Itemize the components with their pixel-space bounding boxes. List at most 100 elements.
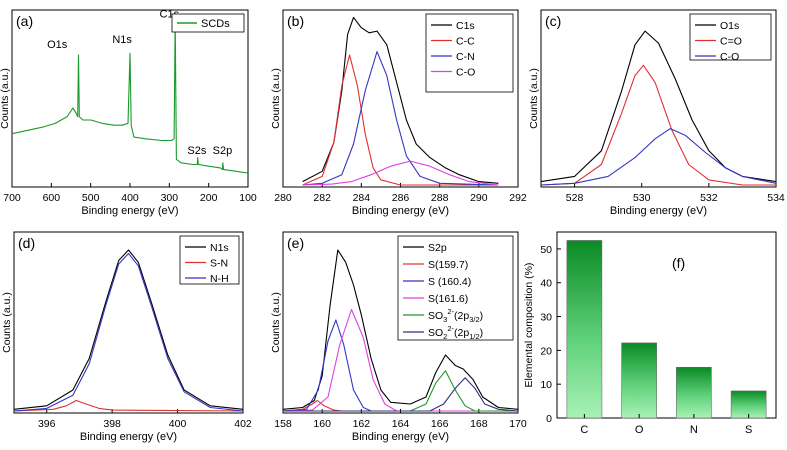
x-axis-label-d: Binding energy (eV) (80, 431, 177, 443)
y-axis-label-f: Elemental composition (%) (523, 263, 535, 388)
series-line-e-0 (282, 249, 519, 410)
panel-d: 396 398 400 402 Binding energy (eV) Counts (a… (1, 231, 252, 443)
peak-annotation-a-1: N1s (112, 34, 132, 46)
x-tick-label-d-1: 398 (103, 418, 121, 430)
x-tick-label-c-3: 534 (767, 192, 785, 204)
legend-label-b-3: C-O (456, 67, 475, 79)
series-line-e-4 (283, 370, 518, 412)
panel-c: 528 530 532 534 Binding energy (eV) Counts (a… (528, 9, 785, 217)
legend-label-c-2: C-O (720, 51, 739, 63)
legend-label-b-1: C-C (456, 36, 475, 48)
x-tick-label-b-5: 290 (470, 192, 488, 204)
panel-label-e: (e) (287, 235, 304, 251)
series-line-b-0 (302, 16, 499, 184)
bar-S (730, 390, 767, 419)
x-tick-label-a-3: 400 (121, 192, 139, 204)
y-tick-label-f-4: 40 (540, 278, 552, 290)
x-tick-label-b-6: 292 (509, 192, 527, 204)
x-tick-label-a-1: 600 (43, 192, 61, 204)
x-tick-label-d-2: 400 (169, 418, 187, 430)
x-tick-label-c-0: 528 (566, 192, 584, 204)
legend-label-e-0: S2p (428, 242, 447, 254)
panel-label-c: (c) (545, 13, 561, 29)
plot-frame-d (13, 231, 244, 414)
legend-box-a (171, 13, 245, 33)
legend-label-e-4: SO32-(2p3/2) (428, 307, 483, 324)
bar-N (676, 366, 712, 419)
bar-O (621, 342, 657, 419)
x-tick-label-b-3: 286 (392, 192, 410, 204)
legend-box-e (397, 235, 514, 341)
legend-label-b-2: C-N (456, 51, 475, 63)
x-tick-label-C: C (580, 424, 588, 436)
peak-annotation-a-4: S2p (213, 145, 233, 157)
legend-label-e-2: S (160.4) (428, 276, 471, 288)
panel-label-a: (a) (16, 13, 33, 29)
x-axis-label-b: Binding energy (eV) (352, 205, 449, 217)
x-tick-label-b-2: 284 (353, 192, 371, 204)
plot-frame-f (556, 231, 777, 419)
x-tick-label-a-2: 500 (82, 192, 100, 204)
y-tick-label-f-0: 0 (546, 413, 552, 425)
series-line-c-1 (540, 64, 776, 186)
legend-label-d-1: S-N (210, 258, 228, 270)
y-tick-label-f-2: 20 (540, 345, 552, 357)
legend-box-b (425, 13, 514, 93)
x-tick-label-e-5: 168 (470, 418, 488, 430)
legend-label-c-1: C=O (720, 36, 742, 48)
peak-annotation-a-3: S2s (187, 145, 206, 157)
y-tick-label-f-1: 10 (540, 379, 552, 391)
bar-C (566, 240, 603, 419)
panel-f: 0 10 20 30 40 50 Elemental composition (%) (f) C… (523, 231, 777, 436)
series-line-a-0 (11, 18, 249, 174)
x-tick-label-b-0: 280 (274, 192, 292, 204)
series-line-b-1 (302, 54, 499, 186)
x-tick-label-a-4: 300 (161, 192, 179, 204)
x-axis-label-a: Binding energy (eV) (81, 205, 178, 217)
panel-e: 158 160 162 164 166 168 170 Binding energy (eV)… (270, 231, 527, 443)
x-tick-label-c-1: 530 (633, 192, 651, 204)
series-line-e-5 (283, 377, 519, 412)
series-line-b-2 (302, 51, 499, 186)
legend-label-d-0: N1s (210, 242, 229, 254)
x-tick-label-a-6: 100 (239, 192, 257, 204)
series-line-c-2 (540, 128, 777, 186)
x-tick-label-b-1: 282 (313, 192, 331, 204)
x-tick-label-e-2: 162 (353, 418, 371, 430)
x-tick-label-b-4: 288 (431, 192, 449, 204)
x-tick-label-S: S (745, 424, 752, 436)
y-axis-label-b: Counts (a.u.) (270, 68, 282, 129)
series-line-d-1 (13, 399, 244, 412)
x-tick-label-O: O (635, 424, 644, 436)
legend-label-c-0: O1s (720, 20, 739, 32)
x-tick-label-N: N (690, 424, 698, 436)
x-axis-label-c: Binding energy (eV) (610, 205, 707, 217)
x-tick-label-a-5: 200 (200, 192, 218, 204)
legend-label-e-1: S(159.7) (428, 259, 468, 271)
x-tick-label-e-6: 170 (509, 418, 527, 430)
y-tick-label-f-3: 30 (540, 312, 552, 324)
y-axis-label-a: Counts (a.u.) (0, 68, 11, 129)
x-tick-label-c-2: 532 (700, 192, 718, 204)
series-line-b-3 (302, 160, 499, 186)
legend-label-d-2: N-H (210, 273, 229, 285)
legend-label-e-3: S(161.6) (428, 293, 468, 305)
series-line-e-2 (282, 319, 518, 412)
x-tick-label-e-3: 164 (392, 418, 410, 430)
y-axis-label-c: Counts (a.u.) (528, 68, 540, 129)
panel-label-f: (f) (672, 255, 685, 271)
legend-box-d (179, 235, 240, 285)
x-tick-label-a-0: 700 (3, 192, 21, 204)
legend-label-b-0: C1s (456, 20, 475, 32)
y-tick-label-f-5: 50 (540, 244, 552, 256)
panel-label-b: (b) (287, 13, 304, 29)
series-line-e-3 (282, 308, 518, 412)
x-tick-label-e-4: 166 (431, 418, 449, 430)
x-tick-label-e-0: 158 (274, 418, 292, 430)
legend-label-e-5: SO22-(2p1/2) (428, 324, 483, 341)
series-line-d-0 (13, 249, 244, 410)
legend-label-a-0: SCDs (201, 18, 230, 30)
x-tick-label-d-3: 402 (234, 418, 252, 430)
x-axis-label-e: Binding energy (eV) (352, 431, 449, 443)
